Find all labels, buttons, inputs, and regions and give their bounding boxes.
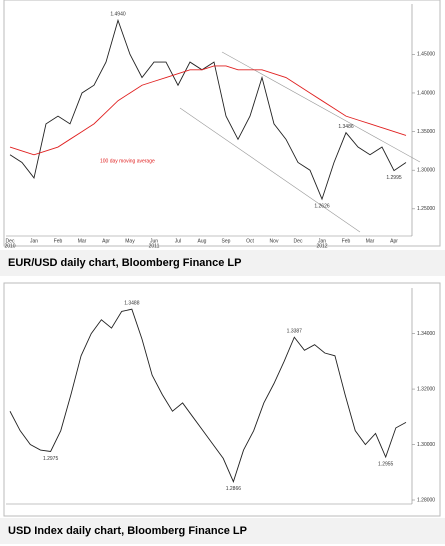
x-tick-label: Dec [6,238,15,244]
x-tick-label: Oct [246,238,254,244]
caption-bar [0,518,445,544]
y-tick-label: 1.40000 [417,90,435,96]
value-label: 1.3387 [287,329,303,335]
value-label: 1.2866 [226,486,242,492]
channel-line [179,107,361,233]
value-label: 1.4940 [110,12,126,18]
y-tick-label: 1.45000 [417,52,435,58]
x-tick-label: Apr [390,238,398,244]
year-label: 2011 [149,243,160,249]
value-label: 1.2626 [314,203,330,209]
x-tick-label: Jan [30,238,38,244]
x-tick-label: May [125,238,135,244]
series-line [9,308,407,483]
x-tick-label: Sep [222,238,231,244]
x-tick-label: Jan [318,238,326,244]
series-line [9,65,407,156]
y-tick-label: 1.25000 [417,206,435,212]
channel-line [221,51,421,163]
x-tick-label: Nov [270,238,279,244]
y-tick-label: 1.35000 [417,129,435,135]
series-line [9,18,407,201]
caption: EUR/USD daily chart, Bloomberg Finance L… [8,257,242,269]
chart-frame [3,282,441,517]
x-tick-label: Feb [54,238,63,244]
value-label: 1.3488 [124,301,140,307]
year-label: 2010 [4,243,15,249]
x-tick-label: Mar [366,238,375,244]
y-tick-label: 1.34000 [417,331,435,337]
value-label: 1.3486 [338,124,354,130]
y-tick-label: 1.32000 [417,386,435,392]
x-tick-label: Jul [175,238,181,244]
y-tick-label: 1.30000 [417,168,435,174]
year-label: 2012 [316,243,327,249]
caption-bar [0,250,445,276]
caption: USD Index daily chart, Bloomberg Finance… [8,525,247,537]
x-tick-label: Dec [294,238,303,244]
y-tick-label: 1.30000 [417,442,435,448]
y-tick-label: 1.28000 [417,497,435,503]
x-tick-label: Jun [150,238,158,244]
x-tick-label: Aug [198,238,207,244]
value-label: 1.2975 [43,456,59,462]
value-label: 1.2995 [386,175,402,181]
x-tick-label: Feb [342,238,351,244]
annotation: 100 day moving average [100,158,155,164]
value-label: 1.2955 [378,461,394,467]
x-tick-label: Apr [102,238,110,244]
x-tick-label: Mar [78,238,87,244]
